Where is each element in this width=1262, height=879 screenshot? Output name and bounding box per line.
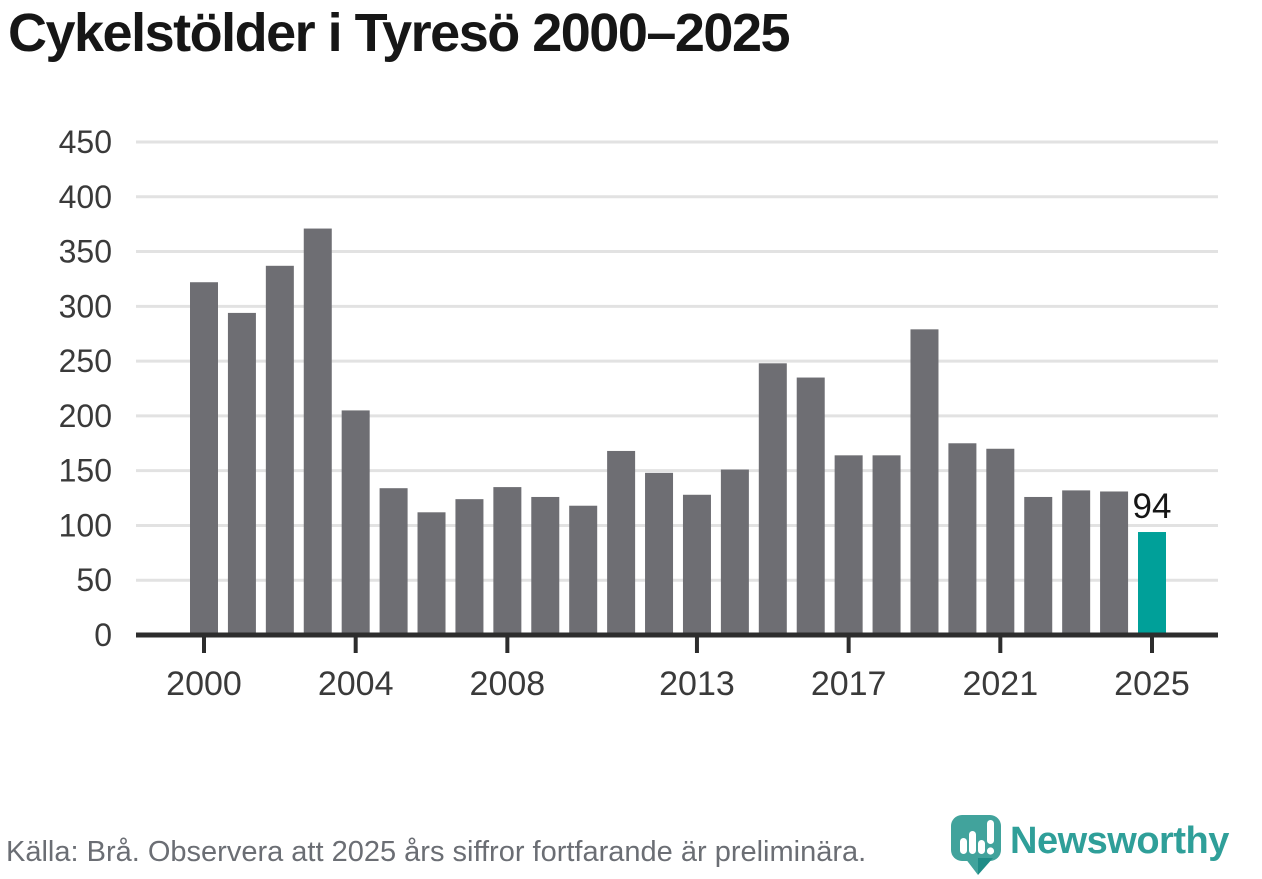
bar-2025 [1138, 532, 1166, 635]
y-tick-label-100: 100 [59, 507, 112, 543]
bar-2009 [531, 496, 560, 635]
bar-2013 [682, 494, 711, 635]
bar-2020 [948, 443, 977, 635]
bar-2023 [1062, 490, 1091, 635]
y-tick-label-350: 350 [59, 234, 112, 270]
bar-2006 [417, 512, 446, 635]
bar-2014 [720, 469, 749, 635]
y-tick-label-150: 150 [59, 453, 112, 489]
bar-2022 [1024, 496, 1053, 635]
source-note: Källa: Brå. Observera att 2025 års siffr… [6, 836, 867, 868]
logo-bubble-tail [965, 858, 978, 875]
bar-2005 [379, 488, 408, 635]
bar-2019 [910, 329, 939, 635]
logo-bar-2 [969, 831, 976, 854]
bar-2004 [341, 410, 370, 635]
x-tick-label-2000: 2000 [166, 665, 242, 703]
speech-bubble-bar-chart-icon [951, 815, 1001, 875]
bar-2015 [758, 363, 787, 635]
logo-bubble-fold [978, 858, 993, 875]
y-tick-label-300: 300 [59, 288, 112, 324]
bar-2011 [607, 450, 636, 635]
bar-2002 [265, 265, 294, 635]
y-tick-label-250: 250 [59, 343, 112, 379]
chart-title: Cykelstölder i Tyresö 2000–2025 [8, 3, 791, 63]
bar-2017 [834, 455, 863, 635]
bar-2001 [227, 312, 256, 635]
bar-2010 [569, 505, 598, 635]
bar-2007 [455, 499, 484, 635]
x-tick-label-2013: 2013 [659, 665, 735, 703]
x-tick-label-2017: 2017 [811, 665, 887, 703]
bar-2000 [190, 282, 218, 635]
y-tick-label-450: 450 [59, 124, 112, 160]
bar-2018 [872, 455, 901, 635]
y-tick-label-400: 400 [59, 179, 112, 215]
logo-exclamation-bar [987, 820, 994, 844]
bar-2003 [303, 228, 332, 635]
bar-2008 [493, 487, 522, 635]
bar-chart: 0 50 100 150 200 250 300 350 400 450 2000 2004 2008 2… [59, 124, 1218, 703]
logo-exclamation-dot [986, 847, 995, 855]
bar-2024 [1100, 491, 1129, 635]
newsworthy-logo: Newsworthy [948, 810, 1229, 876]
bar-2012 [645, 472, 674, 635]
y-tick-label-0: 0 [94, 617, 112, 653]
logo-wordmark: Newsworthy [1010, 820, 1229, 862]
y-tick-label-200: 200 [59, 398, 112, 434]
x-tick-label-2008: 2008 [470, 665, 546, 703]
value-label-2025: 94 [1133, 487, 1172, 526]
bar-2021 [986, 448, 1015, 635]
bar-2016 [796, 377, 825, 635]
logo-bar-3 [978, 840, 985, 854]
x-tick-label-2004: 2004 [318, 665, 394, 703]
logo-bar-1 [960, 838, 967, 854]
x-tick-label-2021: 2021 [962, 665, 1038, 703]
y-tick-label-50: 50 [76, 562, 112, 598]
x-tick-label-2025: 2025 [1114, 665, 1190, 703]
